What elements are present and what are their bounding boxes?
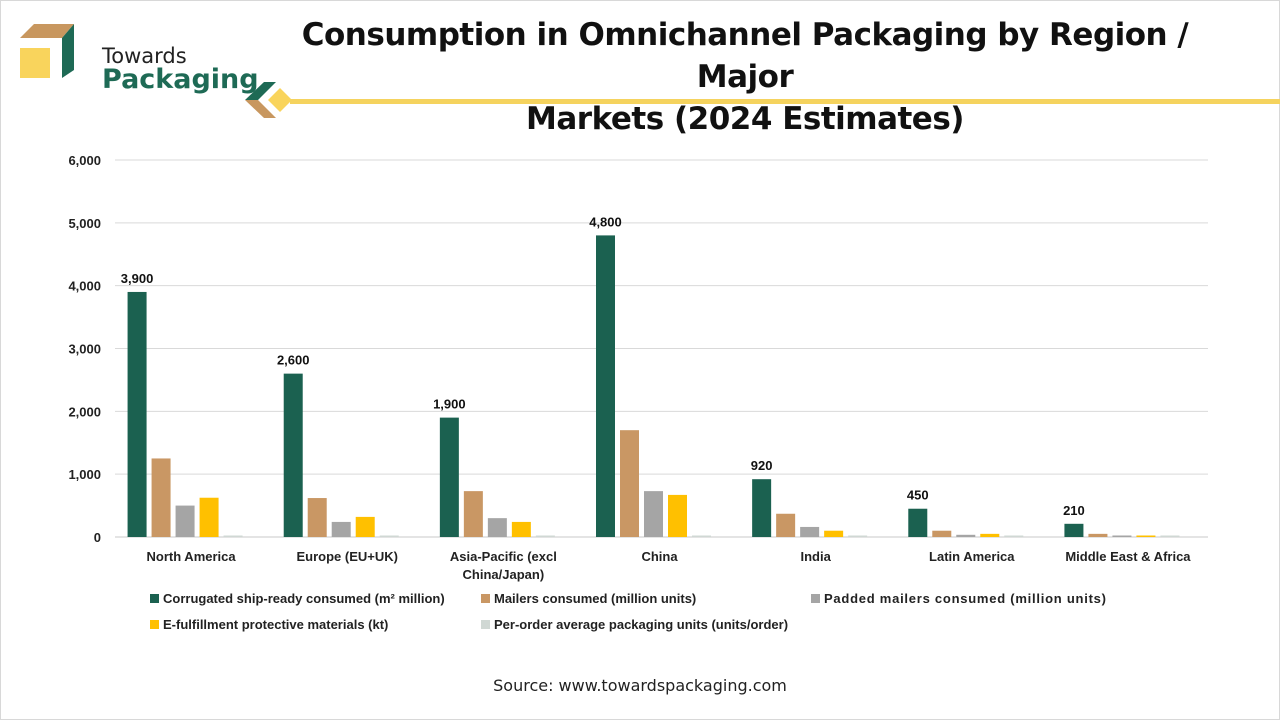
legend-swatch — [150, 620, 159, 629]
bar-1 — [752, 479, 772, 537]
y-tick-label: 4,000 — [68, 279, 101, 294]
legend-label: Mailers consumed (million units) — [494, 591, 696, 606]
bar-4 — [199, 497, 219, 537]
x-category-label: India — [800, 549, 831, 564]
data-label: 920 — [751, 458, 773, 473]
legend-label: Per-order average packaging units (units… — [494, 617, 788, 632]
bar-4 — [668, 494, 687, 537]
legend-label: E-fulfillment protective materials (kt) — [163, 617, 388, 632]
bar-5 — [379, 535, 399, 537]
data-label: 210 — [1063, 503, 1085, 518]
data-label: 2,600 — [277, 353, 310, 368]
x-category-label: Asia-Pacific (excl — [450, 549, 557, 564]
bar-2 — [776, 513, 796, 537]
bar-3 — [800, 526, 820, 537]
bar-4 — [511, 521, 531, 537]
y-tick-label: 3,000 — [68, 342, 101, 357]
bar-2 — [151, 458, 171, 537]
bar-1 — [127, 291, 147, 537]
bar-3 — [487, 518, 507, 537]
chart-title: Consumption in Omnichannel Packaging by … — [290, 14, 1200, 140]
data-label: 4,800 — [589, 214, 622, 229]
bar-1 — [283, 373, 303, 537]
bar-2 — [932, 530, 952, 537]
legend-swatch — [481, 594, 490, 603]
bar-3 — [644, 491, 663, 537]
chart-title-line-1: Consumption in Omnichannel Packaging by … — [301, 17, 1189, 95]
bar-3 — [331, 521, 351, 537]
bar-5 — [1160, 535, 1180, 537]
box-logo-icon — [20, 24, 74, 78]
y-tick-label: 0 — [94, 530, 101, 545]
legend-swatch — [150, 594, 159, 603]
data-label: 1,900 — [433, 397, 466, 412]
bar-5 — [1004, 535, 1024, 537]
x-category-label: Latin America — [929, 549, 1015, 564]
bar-5 — [223, 535, 243, 537]
bar-2 — [307, 498, 327, 537]
title-underline — [290, 99, 1280, 104]
x-category-label: North America — [147, 549, 237, 564]
chart-title-line-2: Markets (2024 Estimates) — [526, 101, 964, 137]
divider-ornament-icon — [245, 82, 292, 118]
bar-4 — [980, 533, 1000, 537]
data-label: 3,900 — [121, 271, 154, 286]
legend-label: Padded mailers consumed (million units) — [824, 591, 1106, 606]
bar-3 — [956, 534, 976, 537]
bar-1 — [1064, 523, 1084, 537]
bar-5 — [848, 535, 868, 537]
bar-5 — [535, 535, 555, 537]
brand-name-top: Towards — [102, 44, 187, 68]
bar-2 — [620, 430, 639, 537]
bar-4 — [824, 530, 844, 537]
source-note: Source: www.towardspackaging.com — [493, 676, 787, 695]
bar-4 — [355, 516, 375, 537]
bar-1 — [596, 235, 615, 537]
y-tick-label: 5,000 — [68, 216, 101, 231]
x-category-label: China — [641, 549, 678, 564]
x-category-label: China/Japan) — [463, 567, 545, 582]
bar-5 — [692, 535, 711, 537]
legend-swatch — [481, 620, 490, 629]
brand-logo: Towards Packaging — [18, 22, 259, 95]
y-tick-label: 2,000 — [68, 404, 101, 419]
bar-1 — [908, 508, 928, 537]
bar-2 — [463, 491, 483, 537]
data-label: 450 — [907, 488, 929, 503]
x-category-label: Middle East & Africa — [1065, 549, 1191, 564]
bar-3 — [1112, 535, 1132, 537]
bar-3 — [175, 505, 195, 537]
legend-label: Corrugated ship-ready consumed (m² milli… — [163, 591, 445, 606]
brand-name-bottom: Packaging — [102, 64, 259, 95]
x-category-label: Europe (EU+UK) — [296, 549, 397, 564]
legend-swatch — [811, 594, 820, 603]
bar-4 — [1136, 535, 1156, 537]
bar-1 — [439, 417, 459, 537]
y-tick-label: 6,000 — [68, 153, 101, 168]
bar-2 — [1088, 533, 1108, 537]
y-tick-label: 1,000 — [68, 467, 101, 482]
